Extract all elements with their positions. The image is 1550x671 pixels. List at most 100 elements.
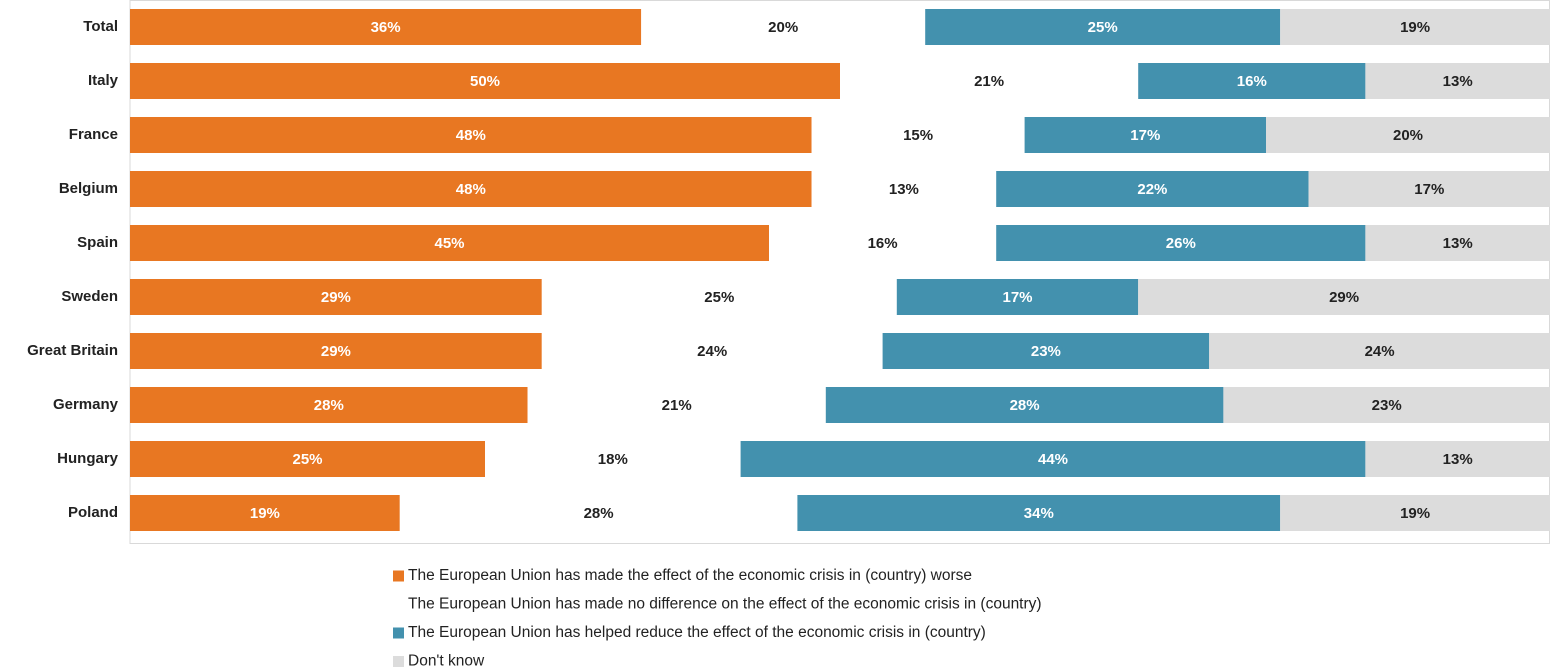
data-label: 26% <box>1166 235 1196 252</box>
data-label: 28% <box>584 505 614 522</box>
data-label: 15% <box>903 127 933 144</box>
bar-segment <box>130 441 485 477</box>
data-label: 45% <box>434 235 464 252</box>
bar-segment <box>1138 279 1550 315</box>
legend-label: The European Union has made no differenc… <box>408 596 1042 613</box>
legend-label: The European Union has made the effect o… <box>408 567 972 584</box>
data-label: 28% <box>1010 397 1040 414</box>
bar-segment <box>130 279 542 315</box>
data-label: 13% <box>889 181 919 198</box>
data-label: 29% <box>1329 289 1359 306</box>
bar-segment <box>541 333 883 369</box>
bar-segment <box>1308 171 1550 207</box>
bar-segment <box>541 279 897 315</box>
y-tick-label: Belgium <box>59 180 118 197</box>
y-tick-label: Hungary <box>57 450 119 467</box>
data-label: 25% <box>1088 19 1118 36</box>
y-tick-label: Spain <box>77 234 118 251</box>
bar-segment <box>1365 441 1550 477</box>
bar-segment <box>641 9 926 45</box>
bar-segment <box>130 63 840 99</box>
data-label: 48% <box>456 127 486 144</box>
bar-segment <box>882 333 1210 369</box>
bar-segment <box>130 171 812 207</box>
data-label: 24% <box>1365 343 1395 360</box>
bar-segment <box>130 387 528 423</box>
data-label: 23% <box>1372 397 1402 414</box>
y-tick-label: Total <box>83 18 118 35</box>
bar-segment <box>840 63 1139 99</box>
data-label: 25% <box>292 451 322 468</box>
data-label: 19% <box>1400 19 1430 36</box>
data-label: 20% <box>1393 127 1423 144</box>
bar-segment <box>740 441 1366 477</box>
data-label: 23% <box>1031 343 1061 360</box>
bar-segment <box>1024 117 1266 153</box>
data-label: 29% <box>321 289 351 306</box>
legend-swatch <box>393 627 404 639</box>
data-label: 25% <box>704 289 734 306</box>
y-tick-label: France <box>69 126 118 143</box>
bar-segment <box>485 441 741 477</box>
data-label: 17% <box>1002 289 1032 306</box>
bar-segment <box>130 225 769 261</box>
data-label: 13% <box>1443 235 1473 252</box>
data-label: 29% <box>321 343 351 360</box>
bar-segment <box>1138 63 1366 99</box>
data-label: 18% <box>598 451 628 468</box>
bar-segment <box>996 225 1366 261</box>
bar-segment <box>811 117 1025 153</box>
y-tick-label: Italy <box>88 72 119 89</box>
legend-label: Don't know <box>408 653 485 670</box>
bar-segment <box>527 387 826 423</box>
data-label: 48% <box>456 181 486 198</box>
data-label: 20% <box>768 19 798 36</box>
data-label: 36% <box>371 19 401 36</box>
bar-segment <box>130 333 542 369</box>
bar-segment <box>1266 117 1550 153</box>
data-label: 17% <box>1414 181 1444 198</box>
data-label: 24% <box>697 343 727 360</box>
bar-segment <box>1365 225 1550 261</box>
bar-segment <box>130 495 400 531</box>
bar-segment <box>1209 333 1550 369</box>
data-label: 22% <box>1137 181 1167 198</box>
data-label: 16% <box>1237 73 1267 90</box>
data-label: 13% <box>1443 73 1473 90</box>
data-label: 13% <box>1443 451 1473 468</box>
bar-segment <box>811 171 997 207</box>
bar-segment <box>130 117 812 153</box>
bar-segment <box>1280 495 1550 531</box>
y-tick-label: Great Britain <box>27 342 118 359</box>
bar-segment <box>925 9 1281 45</box>
data-label: 34% <box>1024 505 1054 522</box>
data-label: 50% <box>470 73 500 90</box>
bar-segment <box>1365 63 1550 99</box>
bar-segment <box>996 171 1309 207</box>
bar-segment <box>130 9 642 45</box>
bar-segment <box>825 387 1224 423</box>
data-label: 44% <box>1038 451 1068 468</box>
y-tick-label: Poland <box>68 504 118 521</box>
bar-segment <box>399 495 798 531</box>
bar-segment <box>797 495 1281 531</box>
bar-segment <box>769 225 997 261</box>
data-label: 19% <box>250 505 280 522</box>
data-label: 21% <box>662 397 692 414</box>
y-tick-label: Sweden <box>61 288 118 305</box>
data-label: 19% <box>1400 505 1430 522</box>
legend-swatch <box>393 656 404 667</box>
data-label: 17% <box>1130 127 1160 144</box>
bar-segment <box>1280 9 1550 45</box>
data-label: 28% <box>314 397 344 414</box>
legend-swatch <box>393 599 404 610</box>
data-label: 21% <box>974 73 1004 90</box>
legend-label: The European Union has helped reduce the… <box>408 624 986 641</box>
bar-segment <box>1223 387 1550 423</box>
legend-swatch <box>393 570 404 582</box>
y-tick-label: Germany <box>53 396 119 413</box>
bar-segment <box>896 279 1139 315</box>
data-label: 16% <box>868 235 898 252</box>
